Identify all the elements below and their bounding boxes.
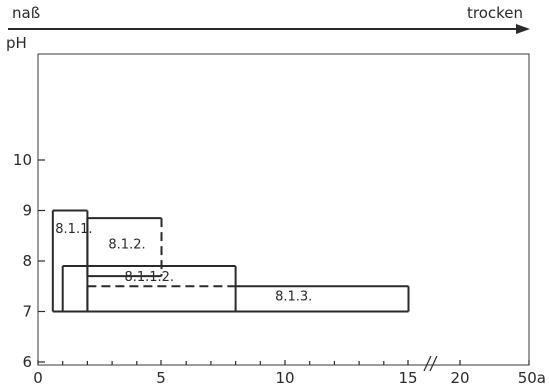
- axis-break-mark: [423, 355, 432, 372]
- y-tick-label: 9: [22, 202, 32, 220]
- wet-label: naß: [12, 4, 40, 22]
- y-tick-label: 10: [13, 151, 32, 169]
- x-tick-label: 20: [450, 369, 469, 387]
- box-label: 8.1.1.: [55, 222, 92, 237]
- y-axis: 6 7 8 9 10: [13, 151, 45, 371]
- box-label: 8.1.1.2.: [124, 270, 174, 285]
- y-tick-label: 8: [22, 252, 32, 270]
- y-axis-label: pH: [6, 34, 27, 52]
- box-label: 8.1.3.: [275, 289, 312, 304]
- x-tick-label: 10: [275, 369, 294, 387]
- x-tick-label: 5: [156, 369, 166, 387]
- y-tick-label: 6: [22, 353, 32, 371]
- x-tick-label: 15: [398, 369, 417, 387]
- moisture-arrow-head: [516, 24, 530, 34]
- dry-label: trocken: [467, 4, 523, 22]
- range-boxes: 8.1.1. 8.1.2. 8.1.1.2. 8.1.3.: [51, 209, 410, 313]
- x-tick-label: 50a: [518, 369, 546, 387]
- x-tick-label: 0: [33, 369, 43, 387]
- x-axis: 0 5 10 15 20 50a: [33, 355, 546, 387]
- box-label: 8.1.2.: [108, 237, 145, 252]
- axis-break-mark: [429, 355, 438, 372]
- y-tick-label: 7: [22, 303, 32, 321]
- plot-frame: [37, 53, 530, 366]
